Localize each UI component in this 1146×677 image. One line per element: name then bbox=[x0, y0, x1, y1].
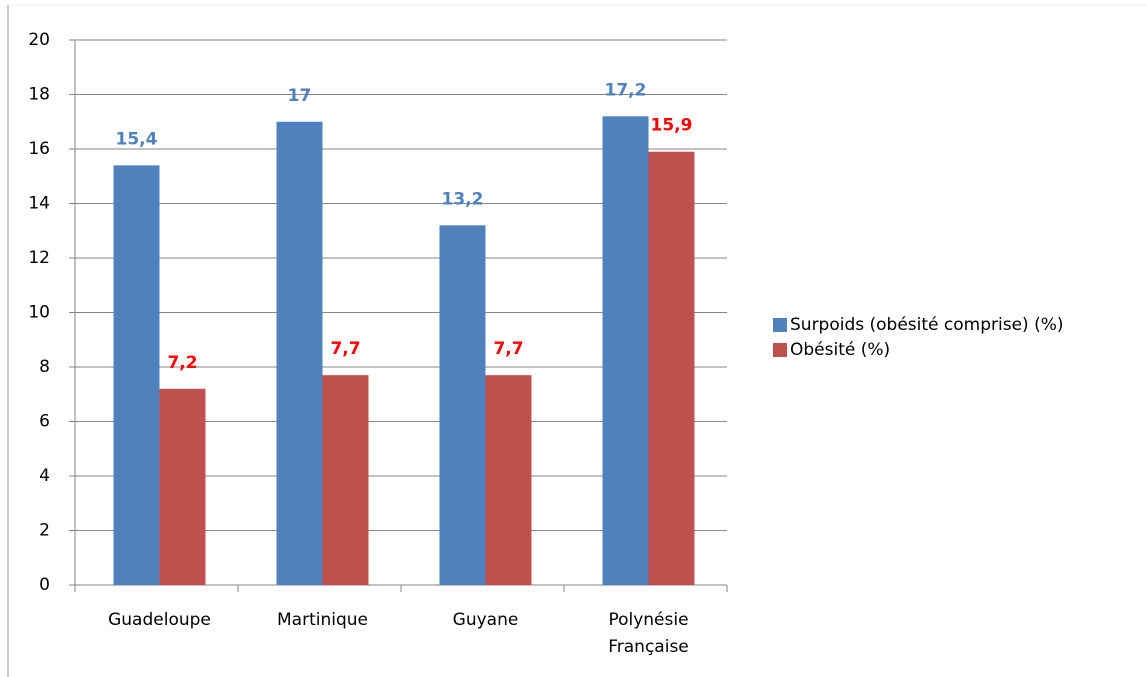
legend-swatch bbox=[773, 318, 787, 332]
y-tick-label: 18 bbox=[28, 85, 50, 105]
bar bbox=[602, 116, 649, 586]
bar bbox=[159, 388, 206, 585]
y-tick-label: 4 bbox=[39, 466, 50, 486]
data-label: 15,9 bbox=[651, 116, 693, 136]
x-tick-label: Polynésie Française bbox=[608, 610, 689, 657]
y-tick-label: 2 bbox=[39, 521, 50, 541]
y-tick-label: 0 bbox=[39, 575, 50, 595]
x-tick-label: Guyane bbox=[452, 610, 519, 630]
legend-label: Surpoids (obésité comprise) (%) bbox=[790, 315, 1064, 335]
bar bbox=[322, 375, 369, 585]
bar bbox=[485, 375, 532, 585]
y-tick-label: 8 bbox=[39, 357, 50, 377]
bar bbox=[439, 225, 486, 586]
y-tick-label: 12 bbox=[28, 248, 50, 268]
data-label: 7,2 bbox=[167, 353, 197, 373]
data-label: 7,7 bbox=[330, 339, 360, 359]
x-tick-label: Guadeloupe bbox=[108, 610, 211, 630]
data-label: 15,4 bbox=[116, 129, 158, 149]
legend-swatch bbox=[773, 343, 787, 357]
y-tick-label: 16 bbox=[28, 139, 50, 159]
bar bbox=[276, 121, 323, 585]
bar bbox=[648, 151, 695, 585]
y-tick-label: 14 bbox=[28, 194, 50, 214]
data-label: 17,2 bbox=[605, 80, 647, 100]
data-label: 7,7 bbox=[493, 339, 523, 359]
y-tick-label: 20 bbox=[28, 30, 50, 50]
data-label: 17 bbox=[288, 86, 312, 106]
y-tick-label: 6 bbox=[39, 412, 50, 432]
x-tick-label: Martinique bbox=[277, 610, 368, 630]
legend-label: Obésité (%) bbox=[790, 340, 890, 360]
y-tick-label: 10 bbox=[28, 303, 50, 323]
data-label: 13,2 bbox=[442, 189, 484, 209]
bar bbox=[113, 165, 160, 585]
